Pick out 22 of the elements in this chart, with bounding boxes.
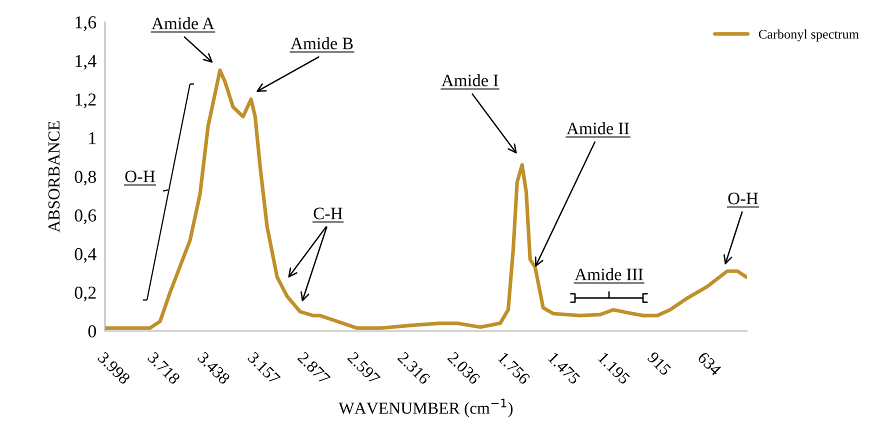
y-tick-label: 0,4 (74, 248, 96, 263)
annotation: C-H (314, 208, 342, 220)
y-tick-label: 0,2 (74, 286, 96, 302)
y-tick-label: 1 (89, 132, 96, 144)
y-tick-label: 0 (88, 325, 96, 338)
annotation: Amide I (441, 74, 498, 86)
y-axis-title: ABSORBANCE (48, 121, 60, 232)
y-tick-label: 0,6 (74, 209, 96, 224)
x-tick-label: 915 (646, 351, 672, 376)
y-tick-label: 1,4 (76, 54, 96, 70)
annotation: O-H (125, 170, 155, 182)
y-tick-label: 1,2 (76, 94, 96, 108)
legend-label: Carbonyl spectrum (758, 29, 859, 42)
annotation: Amide A (152, 17, 214, 30)
annotation: Amide B (290, 37, 353, 50)
annotation: Amide II (566, 122, 629, 134)
x-axis-title: WAVENUMBER (cm$^{−1}$) (338, 398, 513, 418)
y-tick-label: 1,6 (76, 16, 96, 32)
y-tick-label: 0,8 (74, 170, 96, 186)
annotation: O-H (728, 192, 758, 204)
annotation: Amide III (574, 268, 643, 280)
x-tick-label: 634 (697, 351, 722, 376)
